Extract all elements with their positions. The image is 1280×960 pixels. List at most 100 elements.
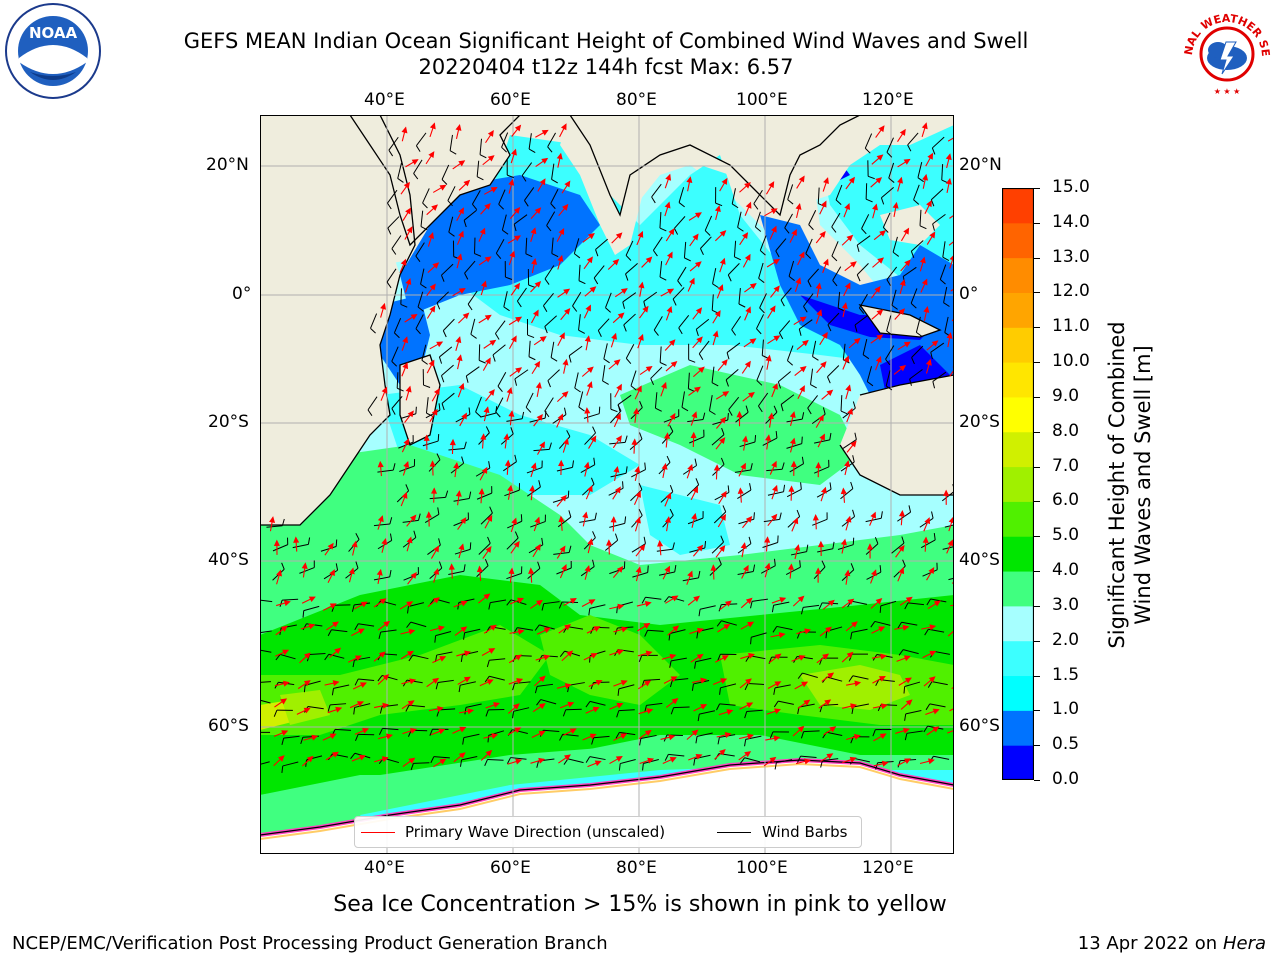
wind-barb <box>590 681 610 690</box>
colorbar-block <box>1002 640 1034 677</box>
wave-direction-arrow <box>638 708 654 715</box>
wave-direction-arrow <box>322 603 337 611</box>
wind-barb <box>507 514 523 529</box>
wave-direction-arrow <box>946 539 954 554</box>
wave-direction-arrow <box>509 597 525 605</box>
wave-direction-arrow <box>797 385 805 399</box>
wave-direction-arrow <box>482 357 491 371</box>
wind-barb <box>506 566 523 580</box>
wind-barb <box>668 629 686 641</box>
colorbar-tick-mark <box>1034 571 1040 573</box>
colorbar-block <box>1002 710 1034 746</box>
wind-barb <box>373 569 392 581</box>
wind-barb <box>386 268 397 289</box>
wave-direction-arrow <box>789 411 796 427</box>
wind-barb <box>812 340 819 361</box>
wave-direction-arrow <box>455 336 462 351</box>
wave-direction-arrow <box>478 488 485 504</box>
wind-barb <box>327 629 348 637</box>
wind-barb <box>758 392 769 413</box>
wind-barb <box>769 731 789 739</box>
wind-barb <box>405 704 425 712</box>
wave-direction-arrow <box>689 627 704 635</box>
wind-barb <box>528 133 536 153</box>
wave-direction-arrow <box>875 125 885 138</box>
noaa-logo-icon: NOAA <box>4 2 102 100</box>
wave-direction-arrow <box>456 230 464 245</box>
wind-barb <box>441 392 455 411</box>
wind-barb <box>367 396 378 416</box>
wave-direction-arrow <box>690 653 704 663</box>
wind-barb <box>544 315 557 334</box>
wind-barb <box>716 620 737 627</box>
coastline <box>399 354 441 446</box>
wave-direction-arrow <box>919 758 935 765</box>
wind-barb <box>669 657 687 668</box>
wave-direction-arrow <box>714 748 726 760</box>
wave-direction-arrow <box>663 676 678 684</box>
wave-direction-arrow <box>795 203 802 219</box>
wave-direction-arrow <box>820 753 834 762</box>
wave-direction-arrow <box>301 562 308 578</box>
colorbar-tick: 15.0 <box>1052 177 1090 197</box>
colorbar-block <box>1002 536 1034 572</box>
wave-direction-arrow <box>373 651 386 662</box>
wave-direction-arrow <box>866 543 874 559</box>
wave-direction-arrow <box>822 599 835 610</box>
wind-barb <box>737 483 752 500</box>
wave-direction-arrow <box>535 654 551 661</box>
wind-barb <box>488 599 507 610</box>
wind-barb <box>272 537 289 552</box>
wind-barb <box>641 596 662 604</box>
wind-barb <box>440 263 454 282</box>
colorbar-block <box>1002 188 1034 224</box>
wind-barb <box>478 536 491 555</box>
wave-direction-arrow <box>483 339 497 349</box>
wave-direction-arrow <box>712 678 728 686</box>
wave-direction-arrow <box>667 625 680 636</box>
wind-barb <box>773 684 791 695</box>
wind-barb <box>865 183 873 203</box>
wave-direction-arrow <box>558 624 572 634</box>
wind-barb <box>892 236 900 257</box>
colorbar-tick: 3.0 <box>1052 594 1080 615</box>
wave-direction-arrow <box>293 536 300 552</box>
wave-direction-arrow <box>532 543 541 558</box>
lon-tick-bottom-40e: 40°E <box>364 858 405 878</box>
wind-barb <box>260 681 271 683</box>
wind-barb <box>942 241 950 262</box>
colorbar-block <box>1002 292 1034 328</box>
wave-direction-arrow <box>587 760 602 768</box>
wave-direction-arrow <box>662 565 671 580</box>
wind-barb <box>808 210 817 231</box>
wave-direction-arrow <box>273 755 285 767</box>
wave-direction-arrow <box>584 565 591 580</box>
wave-direction-arrow <box>402 461 410 476</box>
footer-credit: NCEP/EMC/Verification Post Processing Pr… <box>12 933 608 954</box>
wind-barb <box>512 707 530 719</box>
wind-barb <box>789 456 805 473</box>
wind-barb <box>266 518 285 528</box>
wave-direction-arrow <box>819 200 827 215</box>
wind-barb <box>851 703 870 715</box>
wave-direction-arrow <box>433 758 447 768</box>
wave-direction-arrow <box>923 676 936 687</box>
wave-direction-arrow <box>895 727 910 734</box>
wave-direction-arrow <box>765 181 775 195</box>
wave-direction-arrow <box>822 258 829 274</box>
wave-direction-arrow <box>692 307 703 320</box>
wind-barb <box>391 346 399 367</box>
wave-direction-arrow <box>821 672 835 682</box>
wave-direction-arrow <box>899 279 906 294</box>
wind-barb <box>717 653 737 661</box>
wave-direction-arrow <box>556 152 563 168</box>
primary-wave-legend-label: Primary Wave Direction (unscaled) <box>405 823 666 841</box>
wave-direction-arrow <box>400 491 408 507</box>
wind-barb <box>408 654 429 662</box>
wind-barb <box>525 392 534 413</box>
wind-barb <box>449 134 457 155</box>
wave-direction-arrow <box>815 309 823 324</box>
wave-direction-arrow <box>764 536 771 552</box>
colorbar-label-line1: Significant Height of Combined <box>1105 321 1129 649</box>
wave-direction-arrow <box>667 412 676 427</box>
